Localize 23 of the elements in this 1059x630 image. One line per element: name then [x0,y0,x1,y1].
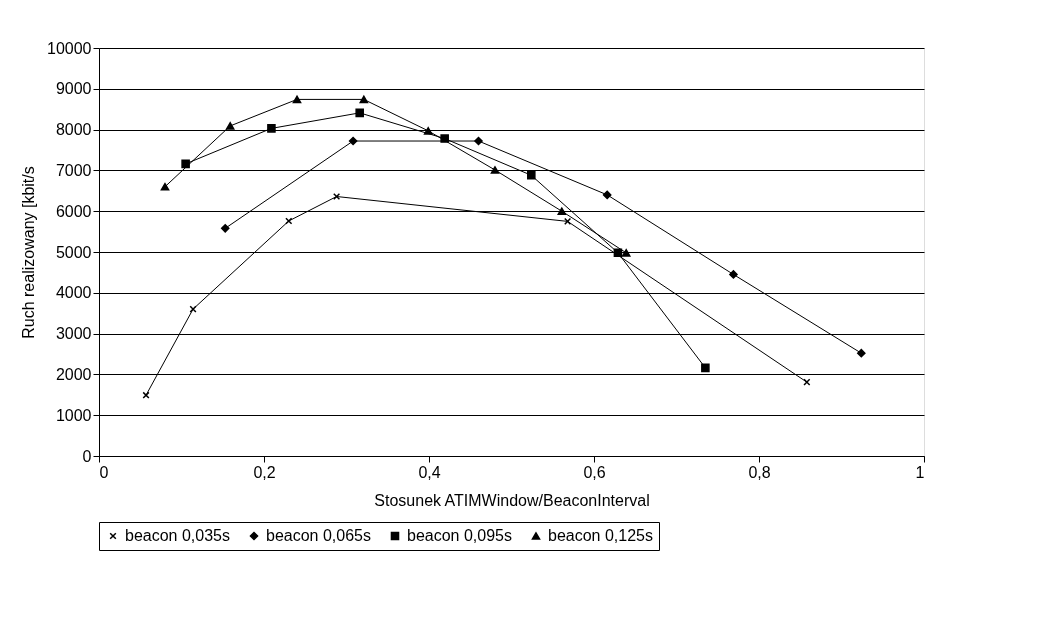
x-tick-label: 0,6 [583,463,606,481]
y-tick-label: 3000 [55,325,92,343]
y-tick-label: 5000 [55,243,92,261]
legend-label: beacon 0,035s [125,527,230,544]
x-tick-label: 0,4 [418,463,441,481]
y-tick-label: 10000 [47,39,92,57]
y-tick-label: 8000 [55,121,92,139]
x-tick-label: 0,2 [253,463,276,481]
x-tick-label: 1 [915,463,925,481]
y-tick-label: 1000 [55,406,92,424]
legend-label: beacon 0,065s [266,527,371,544]
y-tick-label: 7000 [55,161,92,179]
y-tick-label: 0 [82,447,92,465]
x-axis-title: Stosunek ATIMWindow/BeaconInterval [374,491,650,509]
legend-label: beacon 0,125s [548,527,653,544]
y-tick-label: 4000 [55,284,92,302]
y-axis-title: Ruch realizowany [kbit/s [20,166,38,339]
x-tick-label: 0,8 [748,463,771,481]
y-tick-label: 6000 [55,202,92,220]
legend-label: beacon 0,095s [407,527,512,544]
x-tick-label: 0 [99,463,109,481]
y-tick-label: 2000 [55,365,92,383]
y-tick-label: 9000 [55,80,92,98]
